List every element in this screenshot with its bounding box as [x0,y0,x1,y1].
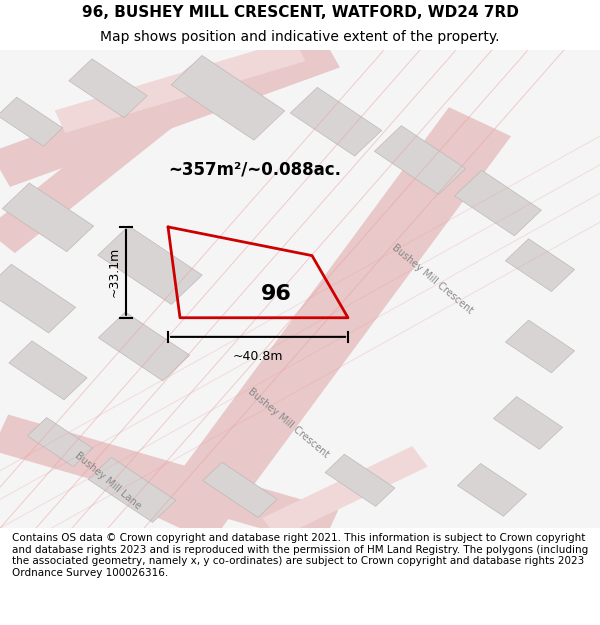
Polygon shape [0,62,225,253]
Polygon shape [171,56,285,140]
Polygon shape [69,59,147,118]
Polygon shape [262,446,428,538]
Polygon shape [0,264,76,333]
Polygon shape [2,183,94,252]
Polygon shape [455,170,541,236]
Text: ~40.8m: ~40.8m [233,349,283,362]
Polygon shape [505,239,575,291]
Polygon shape [493,397,563,449]
Polygon shape [0,414,338,546]
Polygon shape [0,32,340,187]
Polygon shape [98,226,202,304]
Polygon shape [98,312,190,381]
Polygon shape [457,464,527,516]
Polygon shape [505,320,575,372]
Polygon shape [149,107,511,542]
Polygon shape [0,98,62,146]
Polygon shape [9,341,87,400]
Polygon shape [88,458,176,522]
Text: Contains OS data © Crown copyright and database right 2021. This information is : Contains OS data © Crown copyright and d… [12,533,588,578]
Polygon shape [55,39,305,133]
Text: ~33.1m: ~33.1m [107,248,121,298]
Polygon shape [325,454,395,506]
Text: ~357m²/~0.088ac.: ~357m²/~0.088ac. [168,161,341,179]
Polygon shape [290,88,382,156]
Text: Bushey Mill Crescent: Bushey Mill Crescent [389,242,475,316]
Text: 96, BUSHEY MILL CRESCENT, WATFORD, WD24 7RD: 96, BUSHEY MILL CRESCENT, WATFORD, WD24 … [82,5,518,20]
Polygon shape [203,462,277,518]
Polygon shape [374,126,466,194]
Text: Bushey Mill Lane: Bushey Mill Lane [73,450,143,511]
Text: Bushey Mill Crescent: Bushey Mill Crescent [245,386,331,459]
Text: Map shows position and indicative extent of the property.: Map shows position and indicative extent… [100,31,500,44]
Polygon shape [28,418,92,467]
Text: 96: 96 [260,284,292,304]
